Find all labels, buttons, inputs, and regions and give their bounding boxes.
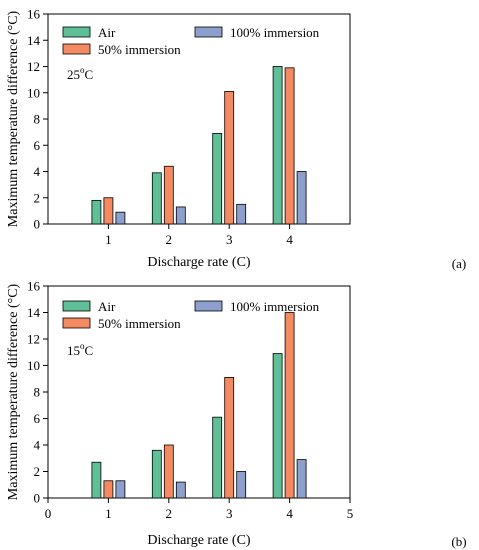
legend-swatch-50-immersion xyxy=(62,317,91,329)
bar-100-immersion-4 xyxy=(296,171,307,225)
y-axis-label: Maximum temperature difference (°C) xyxy=(6,283,21,500)
bar-air-3 xyxy=(212,133,223,225)
panel-label: (b) xyxy=(451,534,466,549)
x-tick-label: 4 xyxy=(286,506,293,521)
bar-50-immersion-4 xyxy=(284,67,295,225)
bar-50-immersion-4 xyxy=(284,312,295,499)
y-tick-label: 14 xyxy=(27,305,41,320)
legend-label-air: Air xyxy=(98,25,116,40)
y-tick-label: 2 xyxy=(34,464,41,479)
legend: Air 50% immersion 100% immersion xyxy=(62,299,320,331)
y-tick-label: 16 xyxy=(27,7,41,22)
bar-50-immersion-1 xyxy=(103,197,114,225)
y-tick-label: 8 xyxy=(34,112,41,127)
legend-label-100-immersion: 100% immersion xyxy=(230,25,320,40)
legend-swatch-100-immersion xyxy=(194,300,223,312)
y-tick-label: 12 xyxy=(27,332,40,347)
y-tick-label: 8 xyxy=(34,385,41,400)
x-tick-label: 1 xyxy=(105,506,112,521)
bar-air-2 xyxy=(151,449,162,499)
legend-label-50-immersion: 50% immersion xyxy=(98,42,181,57)
x-tick-label: 3 xyxy=(226,506,233,521)
y-tick-label: 10 xyxy=(27,85,40,100)
bar-air-2 xyxy=(151,172,162,225)
x-axis-label: Discharge rate (C) xyxy=(147,255,250,270)
x-tick-label: 5 xyxy=(347,506,354,521)
bar-50-immersion-2 xyxy=(163,165,174,225)
panel-label: (a) xyxy=(452,256,466,271)
bar-100-immersion-1 xyxy=(115,480,126,499)
bar-air-4 xyxy=(272,66,283,225)
x-tick-label: 1 xyxy=(105,232,112,247)
temperature-annotation: 25oC xyxy=(67,65,93,82)
bar-100-immersion-4 xyxy=(296,459,307,499)
bar-100-immersion-3 xyxy=(236,471,247,499)
legend-label-air: Air xyxy=(98,299,116,314)
y-axis-label: Maximum temperature difference (°C) xyxy=(6,10,21,227)
x-tick-label: 4 xyxy=(286,232,293,247)
legend-swatch-air xyxy=(62,26,91,38)
y-tick-label: 4 xyxy=(34,438,41,453)
bar-50-immersion-3 xyxy=(224,91,235,225)
bar-50-immersion-1 xyxy=(103,480,114,499)
legend-swatch-50-immersion xyxy=(62,43,91,55)
y-tick-label: 4 xyxy=(34,164,41,179)
x-tick-label: 2 xyxy=(166,232,173,247)
legend: Air 50% immersion 100% immersion xyxy=(62,25,320,57)
y-tick-label: 6 xyxy=(34,138,41,153)
y-tick-label: 2 xyxy=(34,190,41,205)
legend-swatch-air xyxy=(62,300,91,312)
bar-air-1 xyxy=(91,199,102,225)
legend-swatch-100-immersion xyxy=(194,26,223,38)
bar-100-immersion-2 xyxy=(175,206,186,225)
y-tick-label: 14 xyxy=(27,33,41,48)
bar-50-immersion-3 xyxy=(224,377,235,499)
y-tick-label: 16 xyxy=(27,279,41,294)
temperature-annotation: 15oC xyxy=(67,341,93,358)
y-tick-label: 0 xyxy=(34,491,41,506)
bar-50-immersion-2 xyxy=(163,444,174,499)
x-axis-label: Discharge rate (C) xyxy=(147,533,250,548)
bar-air-3 xyxy=(212,416,223,499)
y-tick-label: 6 xyxy=(34,411,41,426)
bar-100-immersion-2 xyxy=(175,481,186,499)
bar-100-immersion-3 xyxy=(236,203,247,225)
y-tick-label: 0 xyxy=(34,217,41,232)
legend-label-100-immersion: 100% immersion xyxy=(230,299,320,314)
bar-air-4 xyxy=(272,353,283,499)
x-tick-label: 3 xyxy=(226,232,233,247)
bar-100-immersion-1 xyxy=(115,211,126,225)
bar-air-1 xyxy=(91,461,102,499)
x-tick-label: 2 xyxy=(166,506,173,521)
x-tick-label: 0 xyxy=(45,506,52,521)
legend-label-50-immersion: 50% immersion xyxy=(98,316,181,331)
y-tick-label: 10 xyxy=(27,358,40,373)
y-tick-label: 12 xyxy=(27,59,40,74)
